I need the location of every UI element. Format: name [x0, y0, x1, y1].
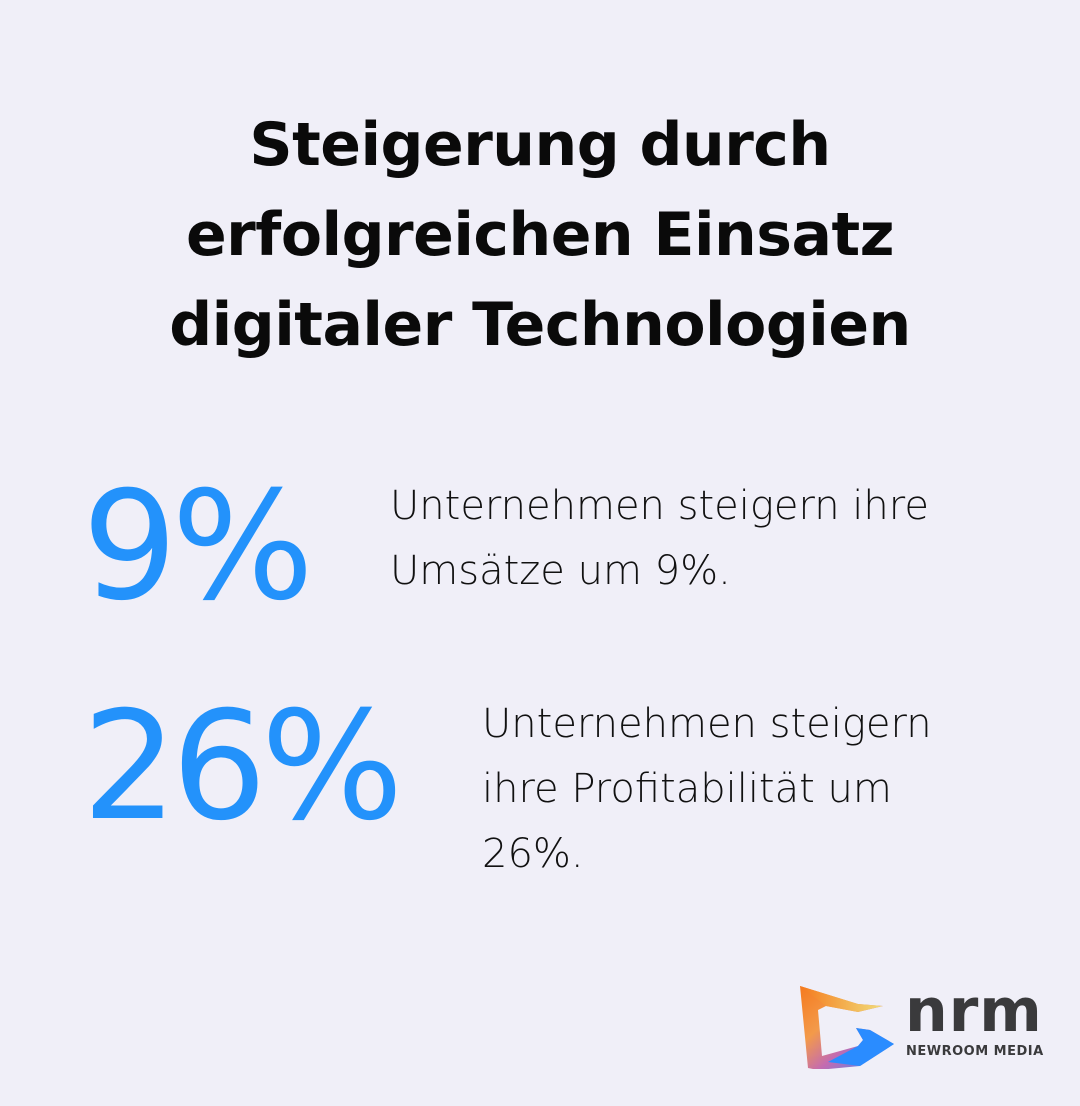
stat-text-line: Unternehmen steigern ihre: [390, 483, 929, 529]
logo-wordmark: nrm: [905, 976, 1043, 1046]
stat-text-line: Unternehmen steigern: [482, 701, 932, 747]
stat-description-profitability: Unternehmen steigern ihre Profitabilität…: [482, 692, 932, 887]
title-line-3: digitaler Technologien: [169, 290, 911, 360]
stat-description-revenue: Unternehmen steigern ihre Umsätze um 9%.: [390, 474, 929, 604]
stat-value-revenue: 9%: [82, 460, 314, 634]
stat-text-line: 26%.: [482, 831, 584, 877]
title-line-1: Steigerung durch: [249, 110, 831, 180]
stat-value-profitability: 26%: [82, 680, 403, 854]
stat-text-line: Umsätze um 9%.: [390, 548, 731, 594]
page-title: Steigerung durch erfolgreichen Einsatz d…: [0, 100, 1080, 370]
nrm-logo-icon: [800, 986, 894, 1069]
title-line-2: erfolgreichen Einsatz: [185, 200, 895, 270]
stat-text-line: ihre Profitabilität um: [482, 766, 892, 812]
logo-subtitle: NEWROOM MEDIA: [906, 1044, 1044, 1059]
